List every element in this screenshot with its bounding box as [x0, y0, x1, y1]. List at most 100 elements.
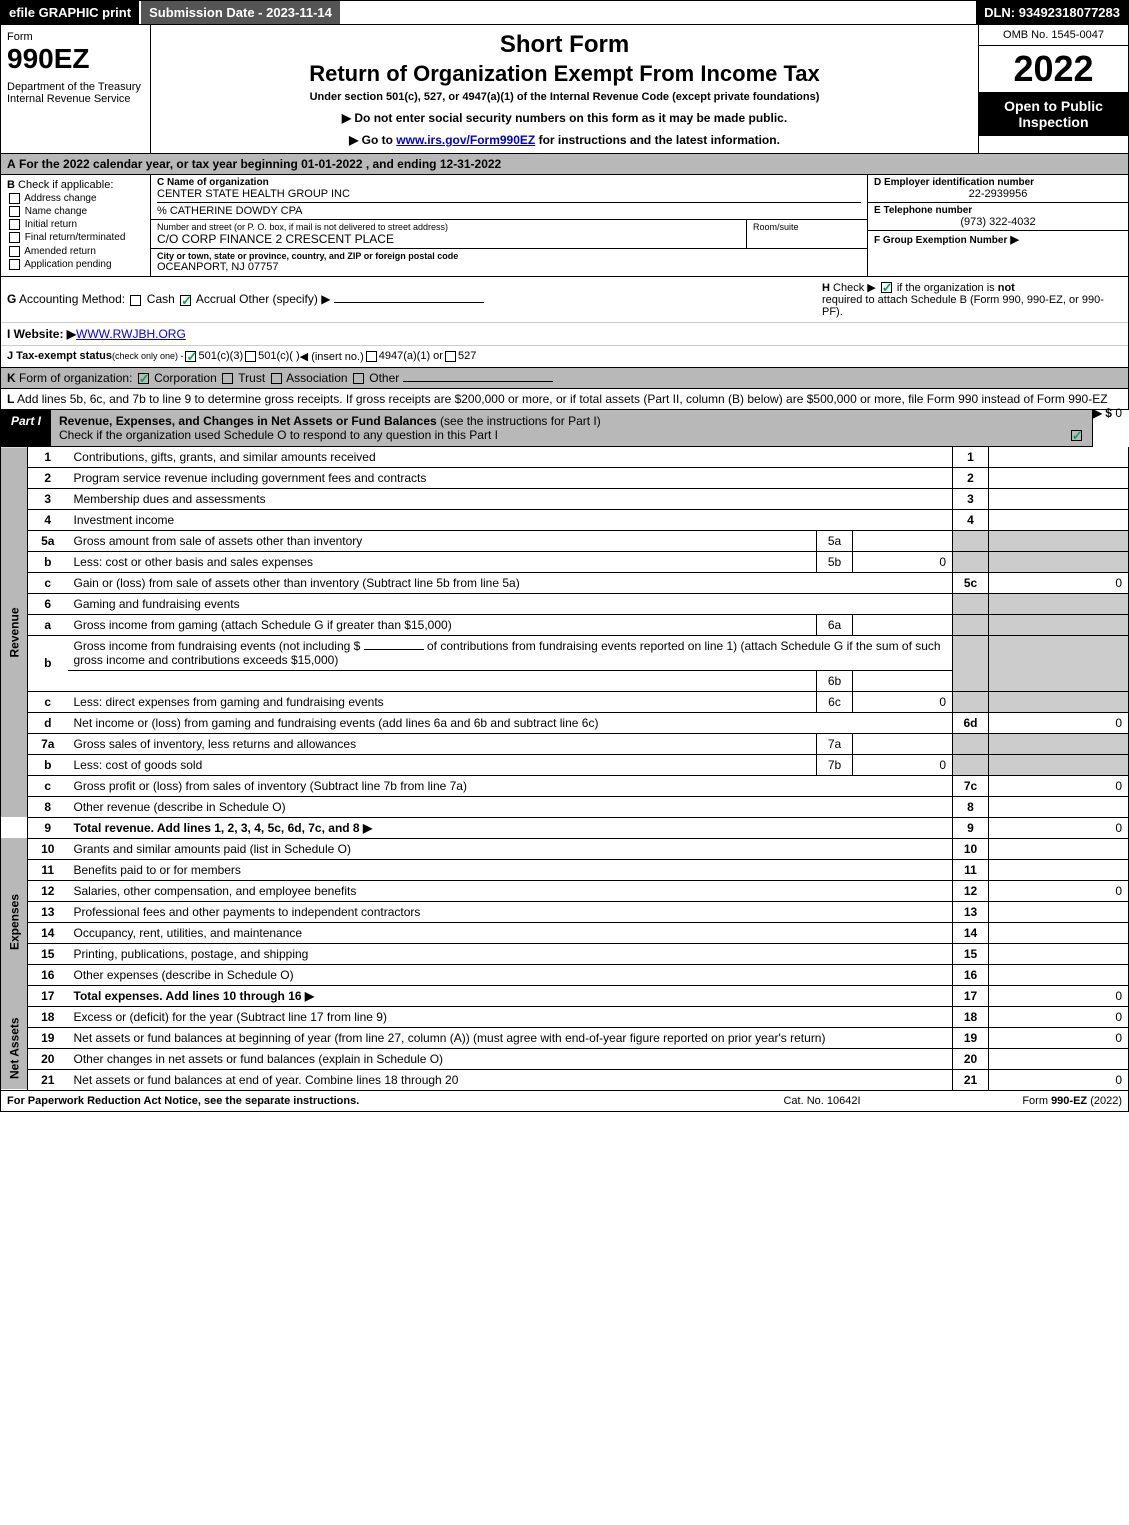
phone-label: E Telephone number	[874, 205, 1122, 216]
line-6d: d Net income or (loss) from gaming and f…	[1, 712, 1129, 733]
part-1-label: Part I	[1, 410, 51, 446]
instr-2-post: for instructions and the latest informat…	[535, 133, 780, 147]
line-8-out: 8	[953, 796, 989, 817]
checkbox-icon[interactable]	[9, 219, 20, 230]
line-9-desc: Total revenue. Add lines 1, 2, 3, 4, 5c,…	[68, 817, 953, 838]
4947-checkbox[interactable]	[366, 351, 377, 362]
line-7a-sub: 7a	[817, 733, 853, 754]
footer-left: For Paperwork Reduction Act Notice, see …	[7, 1095, 722, 1107]
line-12-val: 0	[989, 880, 1129, 901]
assoc-checkbox[interactable]	[271, 373, 282, 384]
col-b-label: B	[7, 179, 15, 191]
group-exemption-row: F Group Exemption Number ▶	[868, 231, 1128, 248]
h-label: H	[822, 282, 830, 294]
j-sub: (check only one) -	[112, 351, 184, 361]
opt-name-change[interactable]: Name change	[7, 206, 144, 217]
line-8-val	[989, 796, 1129, 817]
line-6d-desc: Net income or (loss) from gaming and fun…	[68, 712, 953, 733]
checkbox-icon[interactable]	[9, 259, 20, 270]
opt-initial-return[interactable]: Initial return	[7, 219, 144, 230]
street-label: Number and street (or P. O. box, if mail…	[157, 222, 740, 232]
line-5c-val: 0	[989, 572, 1129, 593]
line-1-desc: Contributions, gifts, grants, and simila…	[68, 447, 953, 468]
line-18-val: 0	[989, 1006, 1129, 1027]
header-left: Form 990EZ Department of the Treasury In…	[1, 25, 151, 153]
line-6b-blank[interactable]	[364, 649, 424, 650]
checkbox-icon[interactable]	[9, 232, 20, 243]
line-9-desc-text: Total revenue. Add lines 1, 2, 3, 4, 5c,…	[74, 821, 360, 835]
checkbox-icon[interactable]	[9, 206, 20, 217]
line-11: 11 Benefits paid to or for members 11	[1, 859, 1129, 880]
opt-final-return[interactable]: Final return/terminated	[7, 232, 144, 243]
k-text: Form of organization:	[19, 371, 132, 385]
h-text2: if the organization is	[897, 282, 998, 294]
part-1-table: Revenue 1 Contributions, gifts, grants, …	[0, 447, 1129, 1091]
line-19-out: 19	[953, 1027, 989, 1048]
l-value: 0	[1115, 406, 1122, 420]
501c3-checkbox[interactable]	[185, 351, 196, 362]
irs-link[interactable]: www.irs.gov/Form990EZ	[396, 133, 535, 147]
other-org-label: Other	[369, 371, 399, 385]
phone-row: E Telephone number (973) 322-4032	[868, 203, 1128, 231]
other-specify-field[interactable]	[334, 302, 484, 303]
line-7a-subval	[853, 733, 953, 754]
accrual-checkbox[interactable]	[180, 295, 191, 306]
line-6b-subval	[853, 670, 953, 691]
checkbox-icon[interactable]	[9, 246, 20, 257]
line-10-desc: Grants and similar amounts paid (list in…	[68, 838, 953, 859]
section-bcdef: B Check if applicable: Address change Na…	[0, 175, 1129, 277]
opt-address-change[interactable]: Address change	[7, 193, 144, 204]
opt-amended-return[interactable]: Amended return	[7, 246, 144, 257]
row-gh: G Accounting Method: Cash Accrual Other …	[1, 277, 1128, 322]
line-7c-desc: Gross profit or (loss) from sales of inv…	[68, 775, 953, 796]
website-link[interactable]: WWW.RWJBH.ORG	[76, 327, 186, 341]
ein-value: 22-2939956	[874, 188, 1122, 200]
line-4: 4 Investment income 4	[1, 509, 1129, 530]
line-17-desc-text: Total expenses. Add lines 10 through 16	[74, 989, 302, 1003]
line-4-val	[989, 509, 1129, 530]
checkbox-icon[interactable]	[9, 193, 20, 204]
schedule-o-checkbox[interactable]	[1071, 430, 1082, 441]
row-a: A For the 2022 calendar year, or tax yea…	[0, 154, 1129, 175]
dln-value: 93492318077283	[1019, 5, 1120, 20]
header-mid: Short Form Return of Organization Exempt…	[151, 25, 978, 153]
l-arrow: ▶ $	[1093, 406, 1112, 420]
line-10: Expenses 10 Grants and similar amounts p…	[1, 838, 1129, 859]
line-9: 9 Total revenue. Add lines 1, 2, 3, 4, 5…	[1, 817, 1129, 838]
line-13: 13 Professional fees and other payments …	[1, 901, 1129, 922]
trust-checkbox[interactable]	[222, 373, 233, 384]
instr-2: ▶ Go to www.irs.gov/Form990EZ for instru…	[161, 133, 968, 147]
line-19: 19 Net assets or fund balances at beginn…	[1, 1027, 1129, 1048]
527-checkbox[interactable]	[445, 351, 456, 362]
line-6c-num: c	[28, 691, 68, 712]
other-label: Other (specify) ▶	[239, 292, 330, 306]
line-12-desc: Salaries, other compensation, and employ…	[68, 880, 953, 901]
501c-checkbox[interactable]	[245, 351, 256, 362]
line-9-val: 0	[989, 817, 1129, 838]
line-15-val	[989, 943, 1129, 964]
line-5b-desc: Less: cost or other basis and sales expe…	[68, 551, 817, 572]
efile-print-label[interactable]: efile GRAPHIC print	[1, 1, 139, 24]
topbar-spacer	[340, 1, 976, 24]
schedule-b-checkbox[interactable]	[881, 282, 892, 293]
line-6a-num: a	[28, 614, 68, 635]
i-label: I Website: ▶	[7, 327, 76, 341]
submission-date-value: 2023-11-14	[266, 5, 332, 20]
corp-label: Corporation	[154, 371, 217, 385]
instr-1: ▶ Do not enter social security numbers o…	[161, 111, 968, 125]
opt-application-pending[interactable]: Application pending	[7, 259, 144, 270]
trust-label: Trust	[238, 371, 265, 385]
l-text: Add lines 5b, 6c, and 7b to line 9 to de…	[17, 392, 1108, 406]
other-org-field[interactable]	[403, 381, 553, 382]
line-17: 17 Total expenses. Add lines 10 through …	[1, 985, 1129, 1006]
cash-checkbox[interactable]	[130, 295, 141, 306]
ein-label: D Employer identification number	[874, 177, 1122, 188]
line-17-val: 0	[989, 985, 1129, 1006]
shaded-cell	[989, 530, 1129, 551]
other-org-checkbox[interactable]	[353, 373, 364, 384]
corp-checkbox[interactable]	[138, 373, 149, 384]
line-3-val	[989, 488, 1129, 509]
line-6a-subval	[853, 614, 953, 635]
group-exemption-label: F Group Exemption Number	[874, 235, 1007, 246]
line-7c-out: 7c	[953, 775, 989, 796]
